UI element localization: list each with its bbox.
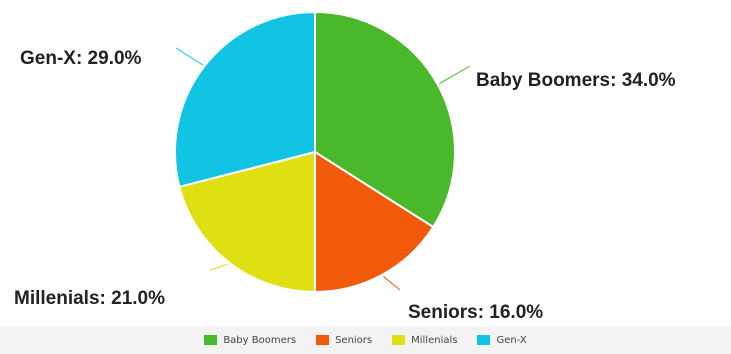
legend-swatch [316, 335, 330, 345]
legend-label: Seniors [335, 334, 373, 346]
pie-slice-millenials[interactable] [178, 150, 316, 294]
data-label-baby-boomers: Baby Boomers: 34.0% [476, 70, 676, 91]
leader-line [209, 263, 229, 271]
leader-line [439, 65, 471, 85]
legend-swatch [204, 335, 218, 345]
legend-item-seniors[interactable]: Seniors [316, 335, 372, 346]
data-label-gen-x: Gen-X: 29.0% [20, 48, 142, 69]
chart-legend: Baby Boomers Seniors Millenials Gen-X [0, 326, 731, 354]
legend-swatch [392, 335, 406, 345]
legend-label: Gen-X [496, 334, 527, 346]
leader-line [383, 276, 401, 291]
data-label-millenials: Millenials: 21.0% [14, 288, 165, 309]
leader-line [175, 47, 204, 66]
legend-label: Millenials [411, 334, 458, 346]
legend-item-gen-x[interactable]: Gen-X [477, 334, 527, 346]
pie-slice-gen-x[interactable] [174, 10, 316, 189]
legend-swatch [477, 335, 491, 345]
pie-slice-seniors[interactable] [314, 150, 435, 294]
legend-item-baby-boomers[interactable]: Baby Boomers [204, 335, 296, 346]
data-label-seniors: Seniors: 16.0% [408, 302, 543, 323]
legend-item-millenials[interactable]: Millenials [392, 335, 457, 346]
legend-label: Baby Boomers [223, 334, 297, 346]
